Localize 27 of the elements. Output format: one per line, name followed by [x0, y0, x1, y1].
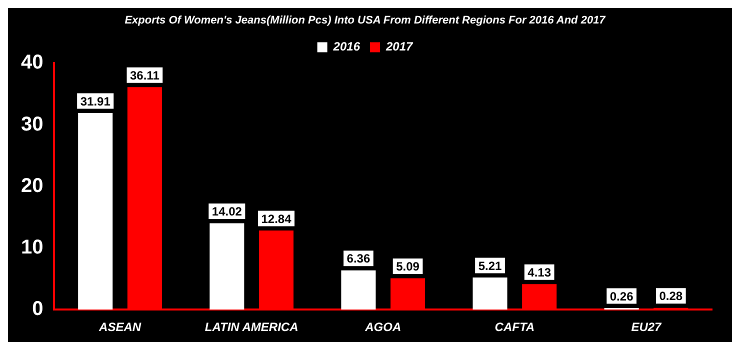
bar [78, 113, 113, 310]
x-tick-label: EU27 [631, 320, 663, 334]
x-tick-label: ASEAN [98, 320, 142, 334]
data-label: 36.11 [130, 68, 160, 82]
x-tick-label: AGOA [364, 320, 402, 334]
data-label: 12.84 [261, 212, 292, 226]
data-label: 4.13 [528, 265, 552, 280]
bar [341, 270, 376, 310]
data-label: 31.91 [80, 94, 111, 108]
y-tick-label: 10 [20, 236, 44, 259]
x-tick-label: CAFTA [494, 320, 535, 334]
legend-label: 2017 [385, 40, 414, 54]
data-label: 0.26 [610, 289, 634, 304]
y-tick-label: 40 [20, 52, 44, 74]
data-label: 0.28 [659, 289, 683, 304]
y-tick-label: 20 [20, 174, 44, 197]
y-tick-label: 0 [32, 298, 44, 320]
chart-title: Exports Of Women's Jeans(Million Pcs) Into USA From Different Regions For 2016 And 2017 [124, 14, 606, 27]
legend-label: 2016 [332, 40, 360, 54]
data-label: 5.09 [396, 260, 420, 274]
y-tick-label: 30 [20, 113, 44, 136]
bar [210, 223, 244, 310]
data-label: 14.02 [212, 204, 242, 219]
data-label: 6.36 [346, 252, 370, 266]
x-tick-label: LATIN AMERICA [204, 320, 298, 334]
bar [472, 278, 508, 310]
data-label: 5.21 [478, 258, 502, 273]
